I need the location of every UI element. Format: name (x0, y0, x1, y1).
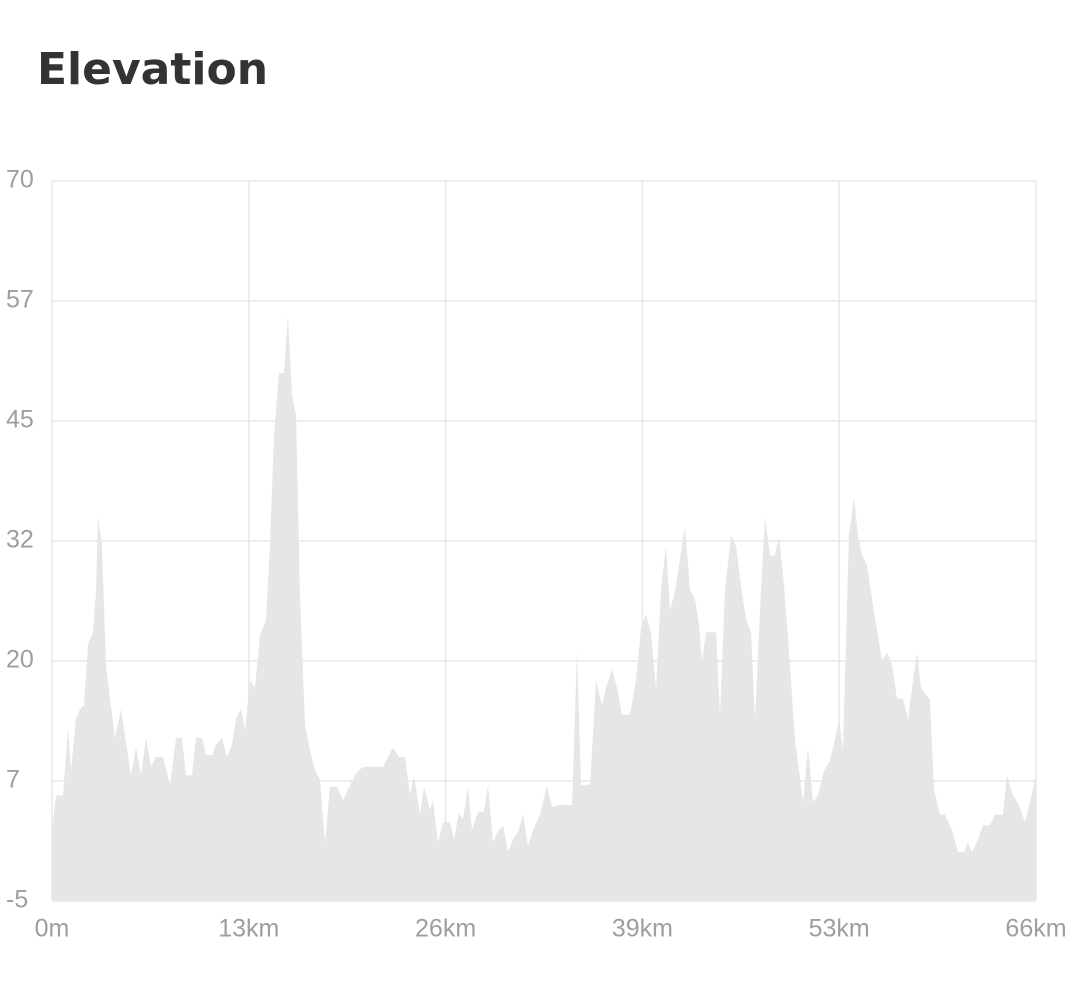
y-tick-label: 70 (6, 166, 34, 194)
y-tick-label: 45 (6, 406, 34, 434)
x-tick-label: 26km (415, 915, 476, 943)
y-tick-label: -5 (6, 886, 28, 914)
elevation-area (52, 315, 1036, 901)
chart-title: Elevation (37, 44, 268, 95)
y-tick-label: 20 (6, 646, 34, 674)
y-tick-label: 7 (6, 766, 20, 794)
y-tick-label: 57 (6, 286, 34, 314)
x-tick-label: 13km (218, 915, 279, 943)
x-tick-label: 66km (1005, 915, 1066, 943)
x-tick-label: 39km (612, 915, 673, 943)
x-tick-label: 53km (809, 915, 870, 943)
x-tick-label: 0m (35, 915, 70, 943)
y-tick-label: 32 (6, 526, 34, 554)
